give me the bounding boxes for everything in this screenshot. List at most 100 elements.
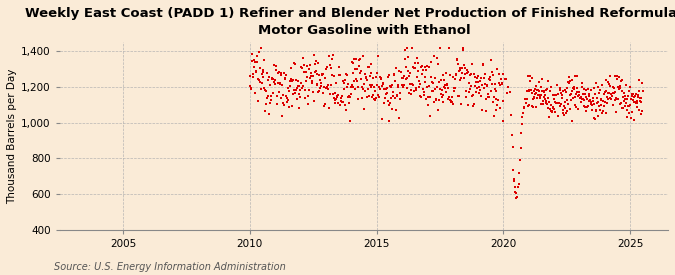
Point [494, 81, 505, 85]
Point [574, 93, 585, 97]
Point [410, 86, 421, 90]
Point [614, 102, 625, 106]
Point [593, 91, 604, 95]
Point [401, 46, 412, 50]
Point [637, 81, 648, 86]
Point [553, 100, 564, 105]
Point [559, 112, 570, 117]
Point [415, 95, 426, 99]
Point [601, 111, 612, 115]
Point [545, 109, 556, 113]
Point [605, 74, 616, 78]
Point [414, 79, 425, 84]
Point [338, 79, 349, 84]
Point [385, 84, 396, 89]
Point [405, 70, 416, 75]
Point [593, 84, 603, 89]
Point [519, 106, 530, 110]
Point [610, 74, 620, 78]
Point [369, 89, 380, 93]
Point [529, 89, 539, 94]
Point [535, 93, 546, 97]
Point [588, 102, 599, 106]
Point [462, 68, 472, 73]
Point [578, 92, 589, 97]
Point [599, 91, 610, 96]
Point [355, 71, 366, 75]
Point [254, 66, 265, 70]
Point [566, 92, 576, 96]
Point [630, 92, 641, 97]
Point [331, 94, 342, 99]
Point [313, 61, 324, 66]
Point [392, 94, 402, 98]
Point [474, 85, 485, 90]
Point [287, 79, 298, 83]
Point [277, 83, 288, 88]
Point [350, 87, 360, 91]
Point [402, 75, 412, 80]
Point [465, 84, 476, 88]
Point [245, 74, 256, 78]
Point [272, 102, 283, 106]
Point [308, 53, 319, 57]
Point [554, 88, 565, 92]
Point [580, 104, 591, 109]
Point [347, 71, 358, 75]
Point [418, 86, 429, 91]
Point [285, 84, 296, 89]
Point [629, 95, 640, 99]
Point [319, 85, 329, 90]
Point [352, 79, 362, 83]
Point [566, 119, 577, 124]
Point [284, 79, 295, 83]
Point [513, 182, 524, 186]
Point [381, 87, 392, 91]
Point [540, 97, 551, 101]
Point [314, 88, 325, 93]
Point [387, 107, 398, 111]
Point [421, 68, 431, 72]
Point [261, 102, 271, 107]
Point [318, 72, 329, 76]
Point [319, 104, 329, 108]
Point [322, 84, 333, 89]
Point [424, 83, 435, 88]
Point [614, 86, 625, 90]
Point [399, 48, 410, 53]
Point [462, 71, 472, 75]
Point [538, 89, 549, 93]
Point [343, 93, 354, 98]
Point [321, 65, 332, 69]
Point [593, 100, 604, 104]
Point [386, 85, 397, 90]
Point [434, 87, 445, 91]
Point [604, 84, 615, 89]
Point [317, 72, 328, 77]
Point [437, 72, 448, 77]
Point [539, 92, 550, 97]
Point [354, 58, 364, 63]
Point [556, 96, 567, 100]
Point [555, 104, 566, 108]
Point [414, 94, 425, 98]
Point [604, 82, 615, 87]
Point [354, 64, 364, 68]
Point [358, 54, 369, 59]
Point [268, 63, 279, 67]
Point [419, 65, 430, 69]
Point [315, 86, 326, 90]
Point [479, 72, 490, 76]
Point [469, 75, 480, 79]
Point [280, 73, 291, 77]
Point [572, 86, 583, 90]
Point [549, 110, 560, 114]
Point [483, 92, 493, 96]
Point [310, 59, 321, 64]
Point [589, 117, 600, 122]
Point [533, 92, 543, 97]
Point [611, 110, 622, 115]
Point [520, 100, 531, 105]
Point [376, 76, 387, 81]
Point [255, 45, 266, 50]
